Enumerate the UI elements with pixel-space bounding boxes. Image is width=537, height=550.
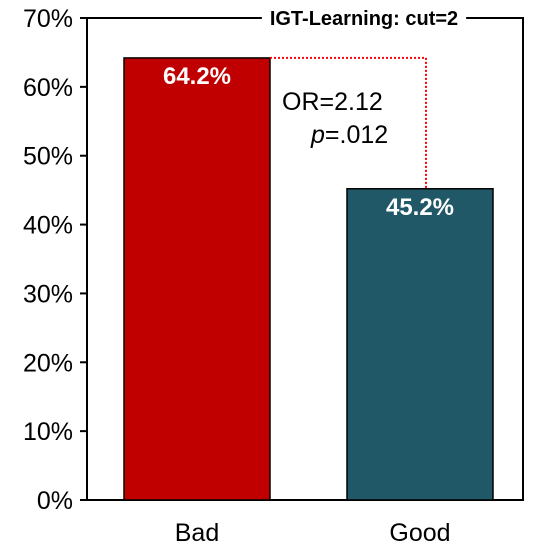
y-axis-tick-label: 20% [23,349,73,377]
bar-good [346,188,494,501]
bar-value-label: 64.2% [163,63,231,90]
y-axis-tick-label: 30% [23,280,73,308]
y-axis-tick-label: 40% [23,212,73,240]
significance-bracket [270,56,427,189]
y-axis-tick-label: 60% [23,74,73,102]
x-axis-category-label: Good [389,519,450,547]
chart-title-background [261,2,467,32]
p-value-label: p=.012 [310,121,388,149]
y-axis-tick-label: 0% [37,487,73,515]
bar-bad [123,57,271,501]
y-axis-tick-label: 50% [23,143,73,171]
p-value-number: =.012 [325,121,388,149]
bar-value-label: 45.2% [386,194,454,221]
chart-title: IGT-Learning: cut=2 [270,8,458,30]
x-axis-category-label: Bad [175,519,219,547]
odds-ratio-label: OR=2.12 [282,88,383,116]
p-value-symbol: p [310,121,325,149]
y-axis-tick-label: 70% [23,5,73,33]
y-axis-tick-label: 10% [23,418,73,446]
